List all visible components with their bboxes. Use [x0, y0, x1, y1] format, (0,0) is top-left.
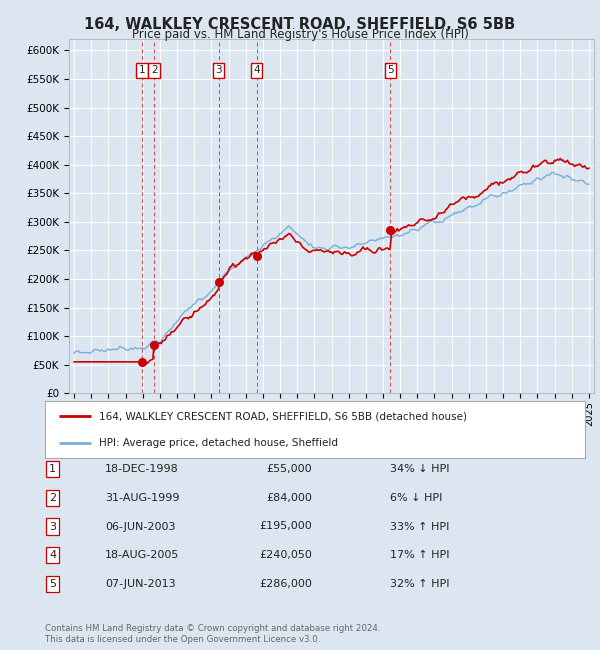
- Text: Price paid vs. HM Land Registry's House Price Index (HPI): Price paid vs. HM Land Registry's House …: [131, 28, 469, 41]
- Text: 1: 1: [139, 66, 145, 75]
- Text: 3: 3: [215, 66, 222, 75]
- Text: 4: 4: [49, 550, 56, 560]
- Text: £286,000: £286,000: [259, 578, 312, 589]
- Text: 164, WALKLEY CRESCENT ROAD, SHEFFIELD, S6 5BB: 164, WALKLEY CRESCENT ROAD, SHEFFIELD, S…: [85, 17, 515, 32]
- Text: 06-JUN-2003: 06-JUN-2003: [105, 521, 176, 532]
- Text: 33% ↑ HPI: 33% ↑ HPI: [390, 521, 449, 532]
- Text: 2: 2: [49, 493, 56, 503]
- Text: 07-JUN-2013: 07-JUN-2013: [105, 578, 176, 589]
- Text: £195,000: £195,000: [259, 521, 312, 532]
- Text: £84,000: £84,000: [266, 493, 312, 503]
- Text: £55,000: £55,000: [266, 464, 312, 474]
- Text: 18-AUG-2005: 18-AUG-2005: [105, 550, 179, 560]
- Text: £240,050: £240,050: [259, 550, 312, 560]
- Text: 5: 5: [49, 578, 56, 589]
- Text: HPI: Average price, detached house, Sheffield: HPI: Average price, detached house, Shef…: [99, 438, 338, 448]
- Text: 164, WALKLEY CRESCENT ROAD, SHEFFIELD, S6 5BB (detached house): 164, WALKLEY CRESCENT ROAD, SHEFFIELD, S…: [99, 411, 467, 421]
- Text: 6% ↓ HPI: 6% ↓ HPI: [390, 493, 442, 503]
- Text: 34% ↓ HPI: 34% ↓ HPI: [390, 464, 449, 474]
- Text: Contains HM Land Registry data © Crown copyright and database right 2024.
This d: Contains HM Land Registry data © Crown c…: [45, 624, 380, 644]
- Text: 18-DEC-1998: 18-DEC-1998: [105, 464, 179, 474]
- Text: 32% ↑ HPI: 32% ↑ HPI: [390, 578, 449, 589]
- Text: 5: 5: [387, 66, 394, 75]
- Text: 3: 3: [49, 521, 56, 532]
- Text: 2: 2: [151, 66, 157, 75]
- Text: 31-AUG-1999: 31-AUG-1999: [105, 493, 179, 503]
- Text: 17% ↑ HPI: 17% ↑ HPI: [390, 550, 449, 560]
- Text: 1: 1: [49, 464, 56, 474]
- Text: 4: 4: [253, 66, 260, 75]
